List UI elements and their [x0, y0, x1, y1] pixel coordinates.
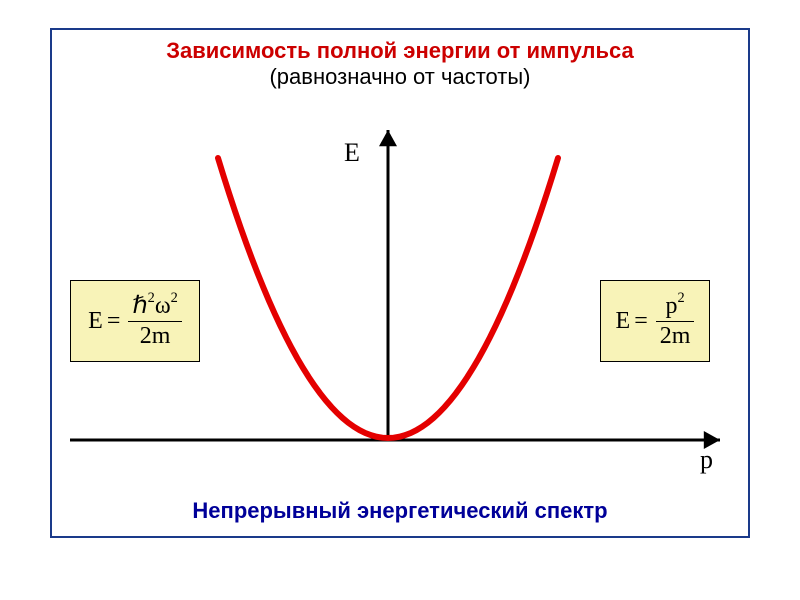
caption: Непрерывный энергетический спектр — [0, 498, 800, 524]
x-axis-label: p — [700, 445, 713, 475]
formula-left: E=ℏ2ω22m — [70, 280, 200, 362]
formula-left-content: E=ℏ2ω22m — [88, 292, 182, 351]
formula-right: E=p22m — [600, 280, 710, 362]
y-axis-label: E — [344, 138, 360, 168]
formula-right-content: E=p22m — [616, 292, 695, 351]
